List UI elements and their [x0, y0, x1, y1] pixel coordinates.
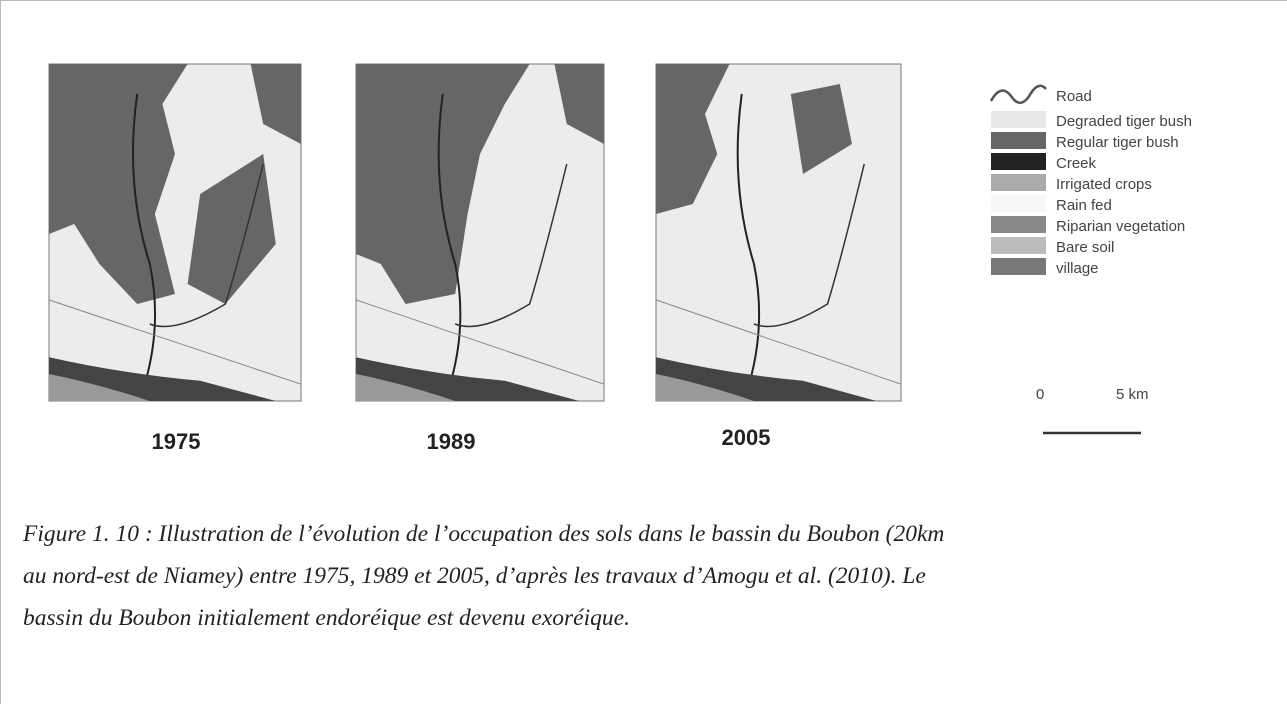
legend-swatch: [991, 195, 1046, 212]
legend-swatch: [991, 258, 1046, 275]
figure: 1975 1989 2005 Road 0 5 km Degraded tige…: [1, 1, 1287, 481]
legend-swatch: [991, 111, 1046, 128]
caption-line: bassin du Boubon initialement endoréique…: [23, 605, 630, 632]
legend-label: Riparian vegetation: [1056, 218, 1185, 235]
scale-start: 0: [1036, 386, 1044, 403]
map-panel: [356, 64, 604, 401]
map-panel: [656, 64, 901, 401]
legend-label: Road: [1056, 88, 1092, 105]
legend-label: village: [1056, 260, 1099, 277]
map-panel: [49, 64, 301, 401]
page: 1975 1989 2005 Road 0 5 km Degraded tige…: [0, 0, 1287, 704]
legend-swatch: [991, 132, 1046, 149]
map-year: 2005: [722, 425, 771, 450]
legend-label: Rain fed: [1056, 197, 1112, 214]
caption-line: Figure 1. 10 : Illustration de l’évoluti…: [23, 521, 944, 548]
legend-label: Degraded tiger bush: [1056, 113, 1192, 130]
scale-end: 5 km: [1116, 386, 1149, 403]
map-year: 1989: [427, 429, 476, 454]
legend-swatch: [991, 174, 1046, 191]
legend-swatch: [991, 216, 1046, 233]
legend-label: Bare soil: [1056, 239, 1114, 256]
legend-swatch: [991, 237, 1046, 254]
legend-label: Creek: [1056, 155, 1097, 172]
caption-line: au nord-est de Niamey) entre 1975, 1989 …: [23, 563, 926, 590]
legend-swatch: [991, 153, 1046, 170]
legend-label: Irrigated crops: [1056, 176, 1152, 193]
road-icon: [991, 86, 1046, 103]
legend-label: Regular tiger bush: [1056, 134, 1179, 151]
map-year: 1975: [152, 429, 201, 454]
